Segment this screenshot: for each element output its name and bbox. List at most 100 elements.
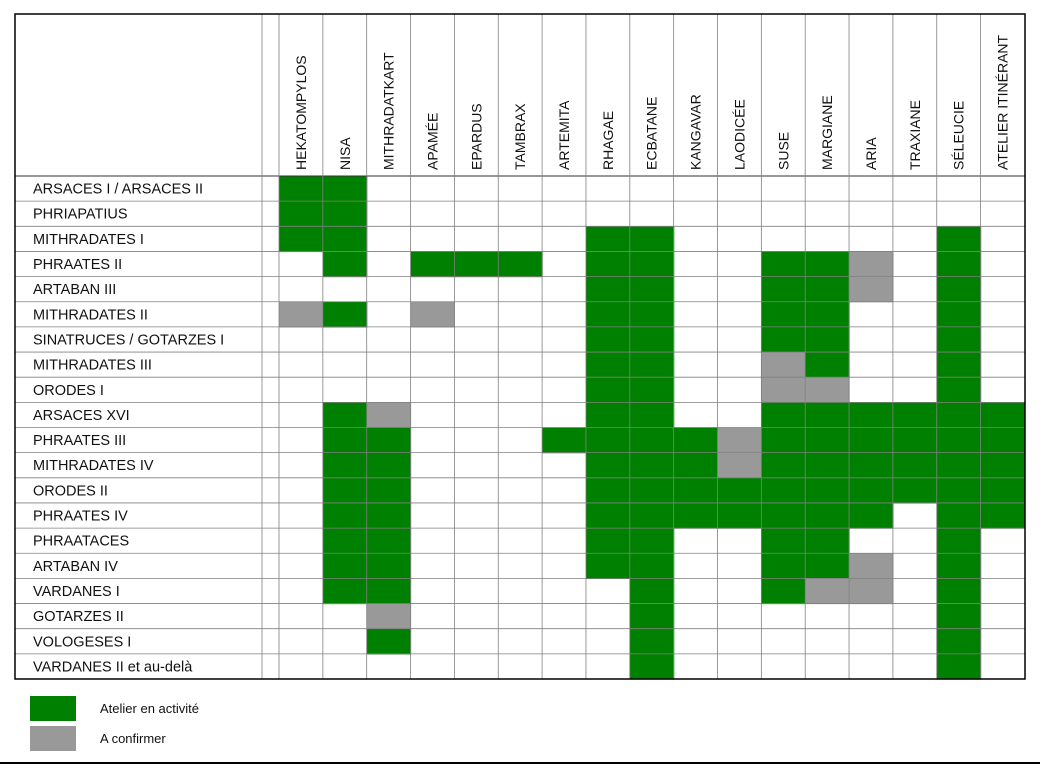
chart-border (14, 13, 1026, 680)
cell-15-12 (761, 528, 806, 554)
cell-5-9 (629, 276, 675, 303)
row-label: ORODES II (33, 483, 108, 499)
cell-4-8 (585, 251, 631, 278)
cell-7-13 (805, 326, 850, 353)
cell-4-16 (936, 251, 982, 278)
row-label: ARSACES I / ARSACES II (33, 182, 203, 198)
legend-item-active: Atelier en activité (30, 693, 199, 723)
column-labels: HEKATOMPYLOS NISA MITHRADATKART APAMÉE EPARD… (293, 34, 1011, 170)
row-label: VOLOGESES I (33, 634, 131, 650)
cell-11-11 (717, 427, 762, 454)
column-label: SUSE (775, 132, 791, 170)
column-label: ATELIER ITINÉRANT (995, 34, 1011, 170)
cell-11-15 (892, 427, 938, 454)
column-label: EPARDUS (468, 103, 484, 170)
cell-4-9 (629, 251, 675, 278)
cell-3-2 (322, 226, 368, 253)
cell-16-3 (366, 553, 412, 579)
legend-label-active: Atelier en activité (100, 700, 199, 716)
row-label: MITHRADATES I (33, 232, 144, 248)
cell-7-9 (629, 326, 675, 353)
cell-19-9 (629, 628, 675, 655)
cell-14-8 (585, 502, 631, 529)
column-label: ARTEMITA (556, 100, 572, 170)
cell-9-13 (805, 377, 850, 403)
cell-17-13 (805, 578, 850, 605)
cell-14-17 (980, 502, 1026, 529)
cell-11-17 (980, 427, 1026, 454)
cell-17-2 (322, 578, 368, 605)
cell-10-16 (936, 402, 982, 429)
cell-14-9 (629, 502, 675, 529)
cell-20-16 (936, 653, 982, 680)
cell-7-8 (585, 326, 631, 353)
cell-14-10 (673, 502, 719, 529)
cell-11-2 (322, 427, 368, 454)
cell-5-12 (761, 276, 806, 303)
cell-15-9 (629, 528, 675, 554)
cell-12-2 (322, 452, 368, 479)
row-label: MITHRADATES II (33, 307, 148, 323)
cell-6-16 (936, 301, 982, 328)
row-label: ORODES I (33, 383, 104, 399)
cell-11-7 (542, 427, 587, 454)
cell-4-5 (454, 251, 499, 278)
cell-12-3 (366, 452, 412, 479)
cell-12-13 (805, 452, 850, 479)
column-label: TRAXIANE (907, 100, 923, 170)
cell-8-16 (936, 352, 982, 378)
cell-13-11 (717, 477, 762, 504)
legend-swatch-confirm (30, 725, 76, 751)
grid-lines (15, 14, 1025, 679)
cell-4-14 (849, 251, 894, 278)
legend: Atelier en activité A confirmer (30, 693, 199, 753)
cell-12-12 (761, 452, 806, 479)
cell-9-9 (629, 377, 675, 403)
cell-13-12 (761, 477, 806, 504)
cell-3-8 (585, 226, 631, 253)
cell-4-6 (498, 251, 543, 278)
cell-17-16 (936, 578, 982, 605)
cell-10-9 (629, 402, 675, 429)
cell-8-12 (761, 352, 806, 378)
cell-11-16 (936, 427, 982, 454)
column-label: ECBATANE (644, 97, 660, 170)
cell-14-3 (366, 502, 412, 529)
cell-5-16 (936, 276, 982, 303)
cell-10-14 (849, 402, 894, 429)
cell-17-12 (761, 578, 806, 605)
cell-14-12 (761, 502, 806, 529)
cell-10-8 (585, 402, 631, 429)
cell-6-8 (585, 301, 631, 328)
row-label: PHRAATES III (33, 433, 126, 449)
cell-18-16 (936, 603, 982, 630)
cell-12-10 (673, 452, 719, 479)
cell-7-16 (936, 326, 982, 353)
cell-9-16 (936, 377, 982, 403)
cell-11-3 (366, 427, 412, 454)
cell-6-12 (761, 301, 806, 328)
cell-11-14 (849, 427, 894, 454)
cell-6-1 (279, 301, 324, 328)
cell-10-12 (761, 402, 806, 429)
cell-13-2 (322, 477, 368, 504)
cell-11-13 (805, 427, 850, 454)
cell-13-15 (892, 477, 938, 504)
column-label: TAMBRAX (512, 103, 528, 170)
row-label: MITHRADATES III (33, 358, 152, 374)
cell-19-16 (936, 628, 982, 655)
cell-8-13 (805, 352, 850, 378)
cell-13-16 (936, 477, 982, 504)
cell-13-14 (849, 477, 894, 504)
cell-4-2 (322, 251, 368, 278)
cell-16-8 (585, 553, 631, 579)
cell-9-12 (761, 377, 806, 403)
cell-4-4 (410, 251, 455, 278)
cell-15-2 (322, 528, 368, 554)
row-labels: ARSACES I / ARSACES II PHRIAPATIUS MITHRAD… (33, 182, 224, 676)
cell-15-16 (936, 528, 982, 554)
cell-17-14 (849, 578, 894, 605)
cell-15-3 (366, 528, 412, 554)
cell-4-12 (761, 251, 806, 278)
cell-12-9 (629, 452, 675, 479)
